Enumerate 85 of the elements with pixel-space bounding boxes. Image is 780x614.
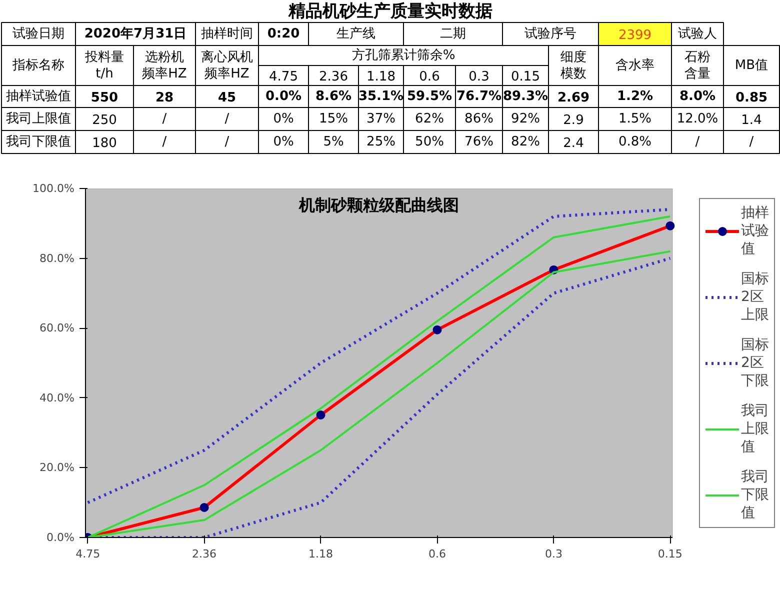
x-tick-label: 1.18 [308, 548, 334, 560]
text: 92% [511, 112, 540, 126]
text: 35.1% [358, 89, 404, 104]
y-tick-label: 80.0% [40, 252, 75, 265]
text: 石粉含量 [684, 50, 710, 82]
text: 2.36 [319, 70, 348, 84]
text: 细度模数 [560, 48, 586, 82]
text: 投料量 t/h [84, 50, 124, 82]
legend-label: 我司上限值 [741, 402, 769, 456]
text: 抽样试验值 [6, 89, 71, 104]
text: 0.0% [265, 89, 302, 104]
legend-label: 我司下限值 [741, 468, 769, 522]
text: 180 [92, 136, 117, 151]
text: / [162, 112, 168, 126]
text: 1.2% [616, 89, 654, 104]
text: MB值 [734, 58, 768, 73]
text: 0:20 [267, 26, 300, 42]
text: 250 [92, 113, 117, 128]
text: 76% [464, 134, 494, 150]
text: 0.15 [511, 70, 540, 84]
text: 试验人 [678, 26, 717, 42]
text: 76.7% [456, 89, 502, 104]
text: 精品机砂生产质量实时数据 [288, 2, 492, 22]
text: 0.85 [735, 90, 768, 106]
text: 62% [415, 112, 444, 126]
text: / [162, 134, 168, 150]
text: 2.9 [563, 113, 584, 128]
text: 我司下限值 [6, 134, 71, 150]
y-tick-label: 0.0% [46, 531, 75, 544]
x-tick-label: 2.36 [192, 548, 217, 560]
text: 我司上限值 [6, 112, 71, 126]
text: 试验日期 [12, 26, 64, 42]
y-tick-label: 100.0% [32, 182, 75, 195]
text: 1.5% [618, 112, 652, 126]
text: 82% [511, 134, 540, 150]
text: 59.5% [406, 89, 452, 104]
text: 0% [273, 134, 294, 150]
text: 86% [464, 112, 494, 126]
text: 0.6 [419, 70, 440, 84]
text: 离心风机频率HZ [201, 48, 253, 82]
text: 25% [366, 134, 396, 150]
text: 12.0% [676, 112, 718, 126]
text: 5% [323, 134, 344, 150]
text: 抽样时间 [201, 26, 253, 42]
text: 1.18 [366, 70, 396, 84]
text: 2.69 [557, 90, 590, 106]
text: 8.6% [315, 89, 352, 104]
x-tick-label: 0.15 [658, 548, 682, 560]
text: / [224, 112, 230, 126]
text: 方孔筛累计筛余% [352, 47, 456, 63]
text: / [224, 134, 230, 150]
legend-label: 抽样试验值 [741, 204, 769, 258]
text: 0.3 [468, 70, 490, 84]
text: 8.0% [679, 89, 716, 104]
text: 选粉机频率HZ [142, 50, 187, 82]
text: 指标名称 [12, 58, 64, 73]
text: 0.8% [618, 134, 652, 150]
text: 37% [366, 112, 396, 126]
text: 1.4 [741, 113, 762, 128]
text: 550 [90, 90, 118, 106]
text: 0% [273, 112, 294, 126]
x-tick-label: 0.3 [544, 548, 562, 560]
legend-label: 国标2区上限 [741, 270, 769, 324]
text: 2.4 [563, 136, 584, 151]
text: 试验序号 [524, 26, 576, 42]
text: 2020年7月31日 [84, 26, 187, 42]
text: 50% [415, 134, 444, 150]
text: 45 [218, 90, 236, 106]
y-tick-label: 40.0% [40, 391, 75, 404]
x-tick-label: 0.6 [428, 548, 446, 560]
text: / [695, 134, 700, 150]
text: 4.75 [269, 70, 298, 84]
text: 15% [319, 112, 348, 126]
text: 机制砂颗粒级配曲线图 [298, 195, 459, 214]
text: 2399 [618, 28, 652, 43]
y-tick-label: 20.0% [40, 461, 75, 474]
x-tick-label: 4.75 [76, 548, 100, 560]
text: 89.3% [502, 89, 548, 104]
text: 28 [155, 90, 174, 106]
y-tick-label: 60.0% [40, 322, 75, 335]
text: 生产线 [336, 26, 376, 42]
text: 二期 [440, 26, 466, 42]
legend-label: 国标2区下限 [741, 336, 769, 390]
text: 含水率 [616, 57, 654, 73]
text: / [749, 134, 754, 150]
